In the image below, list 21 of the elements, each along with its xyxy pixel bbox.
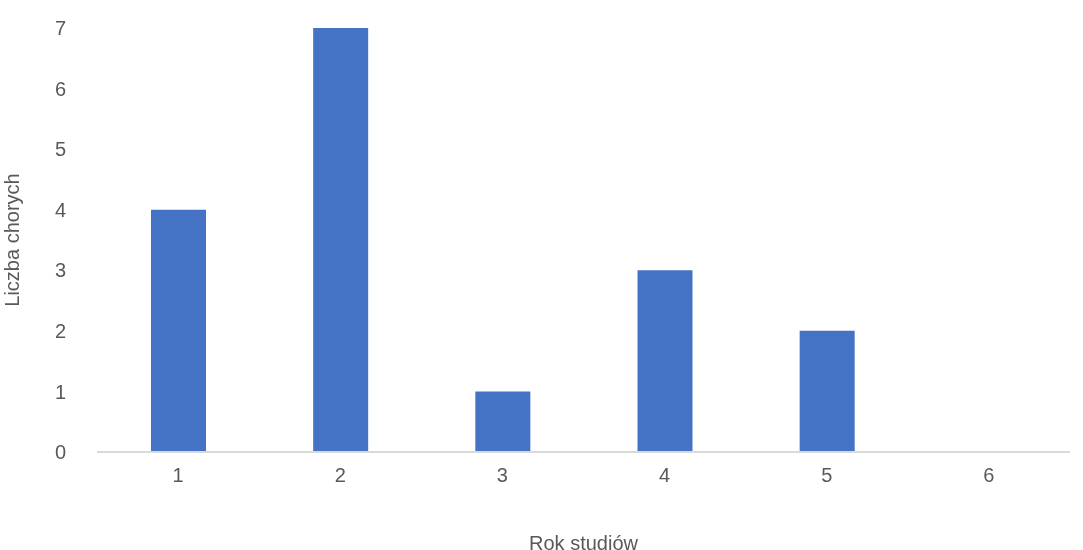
bar [313,28,369,452]
y-tick-label: 7 [54,17,66,40]
bar [151,209,206,452]
y-tick-label: 1 [54,380,66,403]
y-tick-label: 3 [54,259,66,282]
bar [475,391,531,452]
x-tick-label: 2 [334,464,346,487]
x-tick-label: 5 [821,464,833,487]
y-axis-title: Liczba chorych [1,173,24,307]
x-tick-label: 6 [983,464,995,487]
y-tick-label: 4 [54,198,66,221]
y-tick-label: 6 [54,77,66,100]
x-axis-title: Rok studiów [529,532,639,550]
y-tick-label: 5 [54,138,66,161]
bar [799,330,855,452]
x-tick-label: 4 [659,464,671,487]
x-tick-label: 1 [172,464,184,487]
y-tick-label: 0 [54,441,66,464]
bar [637,270,693,452]
y-tick-label: 2 [54,319,66,342]
x-tick-label: 3 [496,464,508,487]
